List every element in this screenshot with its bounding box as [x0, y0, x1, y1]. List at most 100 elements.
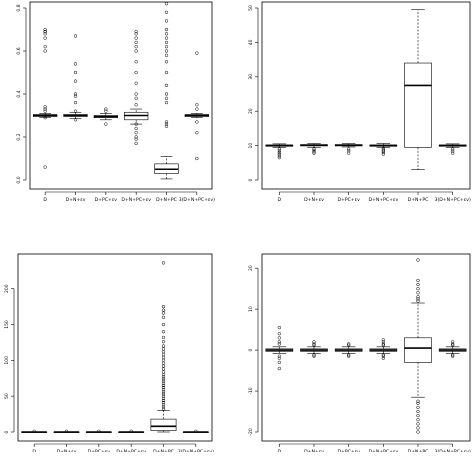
outlier-point — [164, 10, 169, 14]
x-tick-label: D+PC+εv — [95, 197, 118, 203]
outlier-point — [347, 342, 351, 346]
y-tick-label: 40 — [248, 39, 254, 45]
outlier-point — [129, 429, 133, 433]
outlier-point — [161, 304, 166, 309]
outlier-point — [194, 429, 198, 433]
outlier-point — [164, 92, 169, 96]
outlier-point — [161, 392, 166, 396]
outlier-point — [347, 149, 351, 153]
x-axis: DD+N+εvD+PC+εvD+N+PC+εvD+N+PC3(D+N+PC+εv… — [32, 443, 214, 455]
box-body — [150, 418, 177, 431]
box-2 — [300, 143, 328, 155]
outlier-point — [134, 103, 138, 107]
outlier-point — [416, 405, 420, 410]
outlier-point — [277, 325, 281, 330]
outlier-point — [416, 422, 420, 426]
outlier-point — [277, 354, 281, 358]
outlier-point — [43, 116, 47, 120]
outlier-point — [161, 311, 166, 315]
outlier-point — [164, 19, 169, 23]
outlier-point — [134, 49, 138, 53]
outlier-point — [32, 429, 36, 433]
outlier-point — [451, 340, 455, 344]
y-tick-label: 150 — [4, 320, 10, 329]
outlier-point — [381, 148, 385, 152]
outlier-point — [73, 70, 78, 75]
outlier-point — [347, 151, 351, 155]
outlier-point — [451, 354, 455, 358]
outlier-point — [73, 118, 78, 122]
x-tick-label: D — [278, 197, 282, 203]
outlier-point — [161, 381, 166, 385]
outlier-point — [161, 367, 166, 371]
outlier-point — [97, 429, 101, 433]
outlier-point — [277, 152, 281, 156]
box-6 — [438, 143, 467, 155]
outlier-point — [161, 379, 166, 383]
box-4 — [369, 143, 398, 156]
outlier-point — [73, 79, 78, 83]
outlier-point — [416, 430, 420, 434]
outlier-point — [451, 151, 455, 155]
outlier-point — [416, 297, 420, 301]
y-tick-label: 200 — [4, 284, 10, 293]
box-1 — [33, 27, 58, 169]
outlier-point — [161, 315, 166, 319]
y-tick-label: 0 — [4, 430, 10, 433]
box-1 — [265, 325, 294, 371]
outlier-point — [104, 122, 108, 126]
x-tick-label: D+N+PC — [408, 197, 429, 203]
outlier-point — [161, 377, 166, 381]
chart-panel-3: 0 50 100 150 200 DD+N+εvD+PC+εvD+N+PC+εvD+N+P… — [4, 253, 214, 455]
outlier-point — [312, 342, 316, 346]
outlier-point — [312, 148, 316, 153]
y-axis: 0 50 100 150 200 — [4, 284, 15, 433]
outlier-point — [416, 295, 420, 299]
outlier-point — [277, 149, 281, 153]
y-axis: 0.0 0.2 0.4 0.6 0.8 — [16, 4, 27, 184]
outlier-point — [161, 390, 166, 394]
box-3 — [85, 429, 112, 433]
outlier-point — [347, 354, 351, 358]
outlier-point — [164, 36, 169, 40]
outlier-point — [161, 375, 166, 379]
outlier-point — [43, 49, 47, 53]
x-tick-label: D+N+εv — [304, 197, 324, 203]
plot-frame — [29, 1, 213, 190]
outlier-point — [161, 364, 166, 368]
box-3 — [334, 143, 363, 155]
outlier-point — [381, 146, 385, 151]
outlier-point — [161, 358, 166, 362]
x-tick-label: D+N+PC+εv — [121, 197, 151, 203]
outlier-point — [164, 45, 169, 49]
x-tick-label: 3(D+N+PC+εv) — [435, 197, 471, 203]
box-6 — [182, 429, 209, 433]
box-body — [404, 337, 432, 363]
outlier-point — [416, 278, 420, 283]
plot-frame — [17, 253, 213, 442]
outlier-point — [277, 147, 281, 151]
y-tick-label: 20 — [248, 265, 254, 271]
y-tick-label: 0.8 — [16, 4, 22, 11]
outlier-point — [104, 107, 108, 111]
outlier-point — [195, 107, 199, 111]
outlier-point — [416, 418, 420, 422]
outlier-point — [277, 342, 281, 346]
outlier-point — [164, 53, 169, 57]
box-1 — [265, 143, 294, 160]
outlier-point — [134, 135, 138, 139]
chart-panel-4: -20 -10 0 10 20 DD+N+εvD+PC+εvD+N+PC+εvD+N+PC… — [248, 253, 471, 455]
outlier-point — [164, 120, 169, 124]
outlier-point — [134, 141, 138, 146]
box-1 — [21, 429, 48, 433]
outlier-point — [134, 36, 138, 40]
outlier-point — [164, 32, 169, 36]
outlier-point — [381, 354, 385, 358]
outlier-point — [416, 299, 420, 303]
outlier-point — [164, 60, 169, 64]
outlier-point — [73, 34, 78, 38]
outlier-point — [277, 154, 281, 158]
outlier-point — [164, 49, 169, 53]
outlier-point — [43, 45, 47, 49]
